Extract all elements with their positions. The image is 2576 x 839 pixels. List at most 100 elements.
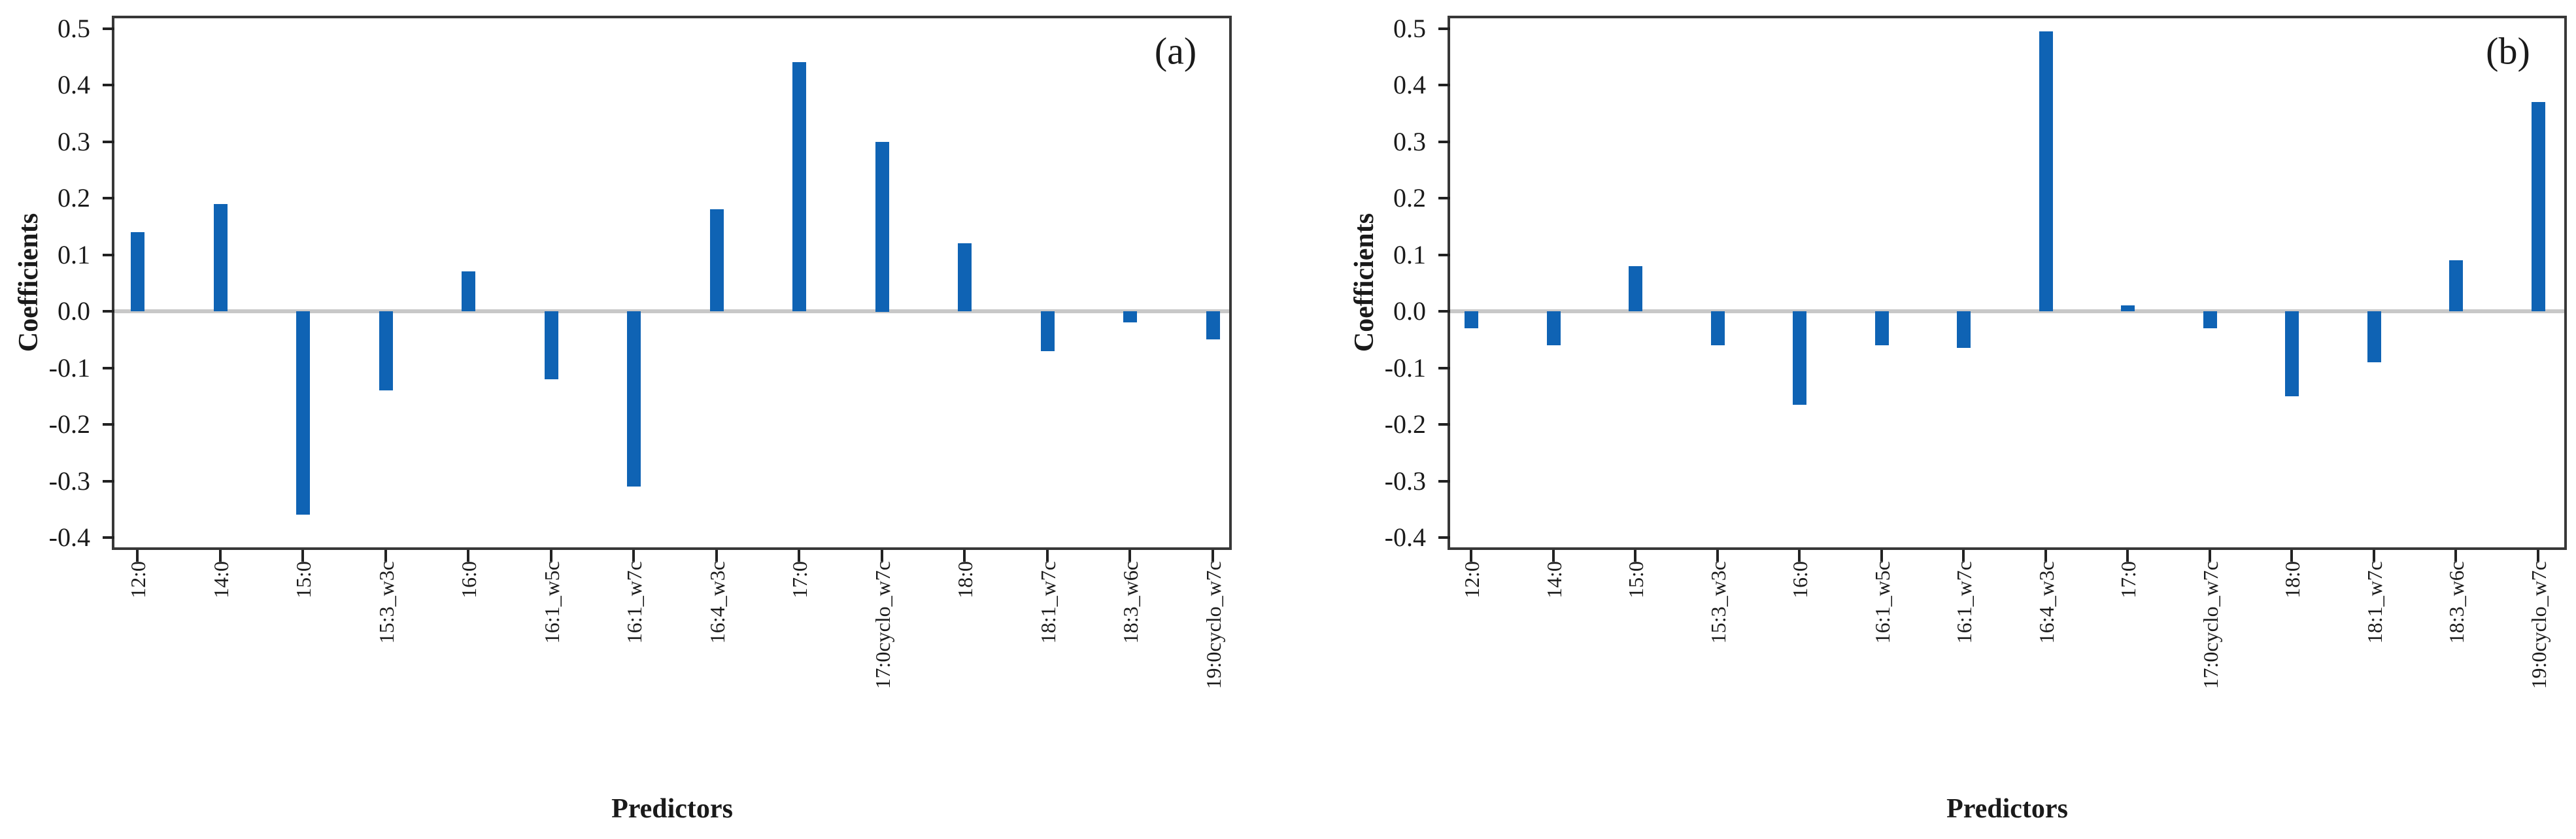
x-tick-label-12:0: 12:0 (126, 561, 150, 598)
y-tick-a (103, 141, 114, 143)
x-tick-label-15:0: 15:0 (1624, 561, 1648, 598)
y-tick-label-a: -0.2 (48, 409, 90, 439)
bar-17:0-b (2121, 305, 2135, 311)
y-tick-b (1438, 197, 1450, 199)
y-tick-label-b: -0.3 (1384, 466, 1426, 496)
panel-letter-a: (a) (1154, 29, 1197, 73)
bar-15:3_w3c-a (379, 311, 393, 390)
bar-18:0-a (958, 243, 972, 311)
x-tick-label-19:0cyclo_w7c: 19:0cyclo_w7c (1202, 561, 1225, 689)
x-tick-a (550, 550, 552, 562)
y-tick-a (103, 197, 114, 199)
x-tick-a (1046, 550, 1049, 562)
y-tick-label-b: -0.4 (1384, 522, 1426, 552)
y-tick-label-b: 0.3 (1393, 127, 1426, 156)
x-tick-label-16:0: 16:0 (457, 561, 481, 598)
x-tick-b (2126, 550, 2129, 562)
bar-16:1_w5c-b (1875, 311, 1889, 345)
x-tick-label-16:1_w7c: 16:1_w7c (622, 561, 646, 644)
bar-14:0-a (214, 204, 228, 311)
y-tick-label-b: 0.4 (1393, 70, 1426, 99)
y-tick-b (1438, 141, 1450, 143)
x-tick-b (1716, 550, 1719, 562)
bar-15:3_w3c-b (1711, 311, 1725, 345)
y-axis-title-b: Coefficients (1349, 213, 1380, 352)
y-tick-b (1438, 480, 1450, 483)
x-tick-a (881, 550, 883, 562)
bar-18:1_w7c-b (2367, 311, 2381, 362)
y-tick-a (103, 536, 114, 539)
bar-16:1_w7c-b (1957, 311, 1971, 348)
y-tick-label-a: 0.0 (58, 296, 90, 326)
bar-19:0cyclo_w7c-b (2532, 102, 2545, 311)
y-tick-label-b: -0.2 (1384, 409, 1426, 439)
x-tick-label-16:1_w5c: 16:1_w5c (540, 561, 564, 644)
y-tick-b (1438, 536, 1450, 539)
x-tick-b (1962, 550, 1965, 562)
x-tick-label-14:0: 14:0 (209, 561, 233, 598)
x-tick-b (1552, 550, 1555, 562)
bar-18:0-b (2285, 311, 2299, 396)
y-tick-a (103, 310, 114, 313)
x-axis-title-b: Predictors (1946, 794, 2068, 824)
y-axis-title-a: Coefficients (14, 213, 44, 352)
plot-area-b (1448, 16, 2567, 550)
x-tick-b (2209, 550, 2211, 562)
y-tick-label-a: 0.1 (58, 240, 90, 269)
x-tick-a (798, 550, 800, 562)
y-tick-b (1438, 27, 1450, 30)
x-tick-a (632, 550, 635, 562)
x-tick-label-17:0cyclo_w7c: 17:0cyclo_w7c (871, 561, 894, 689)
y-tick-a (103, 480, 114, 483)
y-tick-label-a: 0.5 (58, 14, 90, 43)
y-tick-label-b: -0.1 (1384, 353, 1426, 383)
x-tick-b (2290, 550, 2293, 562)
y-tick-a (103, 254, 114, 256)
x-tick-b (1634, 550, 1636, 562)
y-tick-a (103, 27, 114, 30)
x-tick-label-15:0: 15:0 (292, 561, 315, 598)
bar-16:0-b (1793, 311, 1806, 405)
x-tick-b (1880, 550, 1883, 562)
x-tick-label-18:0: 18:0 (2280, 561, 2304, 598)
bar-17:0cyclo_w7c-b (2203, 311, 2217, 328)
x-tick-label-16:1_w5c: 16:1_w5c (1871, 561, 1894, 644)
x-tick-a (136, 550, 139, 562)
x-tick-b (2044, 550, 2047, 562)
bar-15:0-b (1629, 266, 1642, 311)
x-tick-label-16:4_w3c: 16:4_w3c (705, 561, 729, 644)
y-tick-a (103, 367, 114, 369)
x-tick-label-18:3_w6c: 18:3_w6c (2445, 561, 2468, 644)
x-tick-label-18:1_w7c: 18:1_w7c (2363, 561, 2386, 644)
panel-letter-b: (b) (2486, 29, 2530, 73)
bar-18:1_w7c-a (1041, 311, 1055, 351)
x-tick-label-19:0cyclo_w7c: 19:0cyclo_w7c (2527, 561, 2551, 689)
x-tick-a (963, 550, 966, 562)
x-tick-label-15:3_w3c: 15:3_w3c (1706, 561, 1730, 644)
plot-area-a (112, 16, 1232, 550)
bar-15:0-a (296, 311, 310, 515)
bar-16:1_w7c-a (627, 311, 641, 487)
x-tick-a (1212, 550, 1214, 562)
x-tick-label-16:1_w7c: 16:1_w7c (1952, 561, 1976, 644)
y-tick-b (1438, 423, 1450, 426)
x-tick-b (2373, 550, 2375, 562)
x-tick-b (1470, 550, 1472, 562)
bar-16:0-a (462, 271, 475, 311)
bar-17:0-a (792, 62, 806, 311)
y-tick-a (103, 423, 114, 426)
x-tick-label-16:0: 16:0 (1788, 561, 1812, 598)
x-tick-label-15:3_w3c: 15:3_w3c (375, 561, 398, 644)
y-tick-label-a: -0.3 (48, 466, 90, 496)
y-tick-label-b: 0.2 (1393, 183, 1426, 213)
x-axis-title-a: Predictors (611, 794, 733, 824)
bar-12:0-b (1465, 311, 1478, 328)
x-tick-a (384, 550, 387, 562)
x-tick-a (301, 550, 304, 562)
x-tick-label-17:0: 17:0 (2116, 561, 2140, 598)
bar-17:0cyclo_w7c-a (875, 142, 889, 312)
x-tick-label-17:0: 17:0 (788, 561, 811, 598)
x-tick-label-18:3_w6c: 18:3_w6c (1119, 561, 1142, 644)
x-tick-b (1798, 550, 1801, 562)
